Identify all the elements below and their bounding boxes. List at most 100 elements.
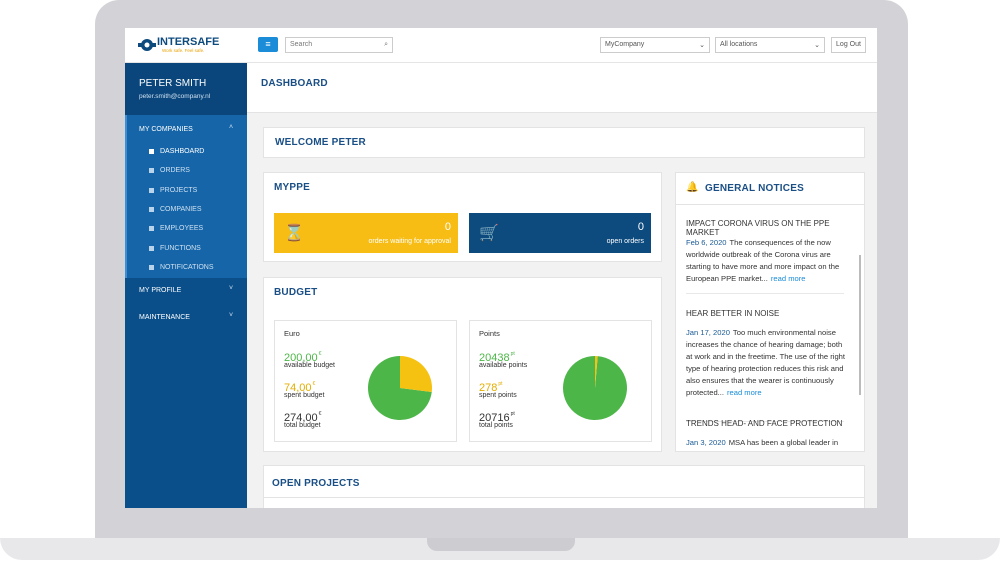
notice-date: Jan 3, 2020 — [686, 438, 726, 447]
menu-icon — [149, 245, 154, 251]
cart-icon: 🛒 — [479, 225, 499, 242]
notice-text: The consequences of the now worldwide ou… — [686, 238, 840, 283]
user-email: peter.smith@company.nl — [139, 93, 211, 100]
menu-section[interactable]: MY PROFILE ˅ — [125, 284, 247, 298]
budget-value: 20438pt — [479, 348, 515, 366]
pie-slice — [368, 356, 432, 420]
menu-item[interactable]: PROJECTS — [149, 186, 239, 198]
projects-title: OPEN PROJECTS — [272, 478, 360, 489]
welcome-card — [263, 127, 865, 158]
menu-item[interactable]: EMPLOYEES — [149, 224, 239, 236]
value-number: 200,00 — [284, 352, 318, 364]
hourglass-icon: ⌛ — [284, 225, 304, 242]
menu-item-label: DASHBOARD — [160, 148, 205, 155]
menu-section[interactable]: MY COMPANIES ˄ — [125, 123, 247, 137]
tagline: Work safe. Feel safe. — [162, 48, 205, 53]
menu-icon — [149, 187, 154, 193]
menu-icon — [149, 264, 154, 270]
notices-card: 🔔 GENERAL NOTICES IMPACT CORONA VIRUS ON… — [675, 172, 865, 452]
chevron: ˄ — [229, 124, 234, 131]
stat-tile[interactable]: ⌛ 0 orders waiting for approval — [274, 213, 458, 253]
notice-title[interactable]: IMPACT CORONA VIRUS ON THE PPE MARKET — [686, 219, 830, 237]
notice-text: Too much environmental noise increases t… — [686, 328, 845, 397]
budget-label: available points — [479, 362, 528, 369]
divider — [686, 421, 844, 422]
menu-section[interactable]: MAINTENANCE ˅ — [125, 311, 247, 325]
section-expanded — [125, 115, 247, 278]
panel-title: Points — [479, 329, 500, 338]
notice-title[interactable]: HEAR BETTER IN NOISE — [686, 309, 780, 318]
top-bar: INTERSAFE Work safe. Feel safe. ≡ Search… — [125, 28, 877, 63]
menu-item[interactable]: ORDERS — [149, 166, 239, 178]
tile-label: orders waiting for approval — [368, 238, 452, 245]
read-more-link[interactable]: read more — [727, 388, 762, 397]
logout-button[interactable]: Log Out — [831, 37, 866, 53]
stat-tile[interactable]: 🛒 0 open orders — [469, 213, 651, 253]
menu-section-label: MAINTENANCE — [139, 314, 190, 322]
search-input[interactable]: Search ⌕ — [285, 37, 393, 53]
value-unit: pt — [498, 380, 503, 387]
company-select-text: MyCompany — [605, 41, 645, 48]
budget-value: 200,00€ — [284, 348, 321, 366]
budget-title: BUDGET — [274, 287, 318, 298]
notice-date: Feb 6, 2020 — [686, 238, 727, 247]
divider — [263, 497, 865, 498]
user-area — [125, 63, 247, 115]
value-unit: € — [312, 380, 316, 387]
menu-item-label: ORDERS — [160, 167, 190, 175]
divider — [686, 293, 844, 294]
menu-item[interactable]: FUNCTIONS — [149, 244, 239, 256]
value-number: 20438 — [479, 352, 510, 364]
notice-body: Jan 3, 2020 MSA has been a global leader … — [686, 437, 846, 449]
notice-text: MSA has been a global leader in — [728, 438, 839, 447]
budget-value: 20716pt — [479, 408, 515, 426]
company-select[interactable]: MyCompany ⌄ — [600, 37, 710, 53]
panel-title: Euro — [284, 329, 300, 338]
menu-icon — [149, 168, 154, 174]
notices-title: GENERAL NOTICES — [705, 183, 804, 194]
bell-icon: 🔔 — [686, 182, 699, 193]
budget-label: spent points — [479, 392, 517, 399]
chevron: ˅ — [229, 312, 234, 320]
divider — [676, 204, 864, 205]
pie-slice — [400, 356, 432, 393]
screen: INTERSAFE Work safe. Feel safe. ≡ Search… — [125, 28, 877, 508]
pie-chart — [368, 356, 432, 420]
notice-date: Jan 17, 2020 — [686, 328, 730, 337]
menu-icon — [149, 149, 154, 154]
budget-value: 278pt — [479, 378, 503, 396]
budget-label: spent budget — [284, 392, 325, 399]
myppe-title: MYPPE — [274, 182, 311, 193]
notice-body: Feb 6, 2020 The consequences of the now w… — [686, 237, 846, 285]
location-select[interactable]: All locations ⌄ — [715, 37, 825, 53]
value-number: 74,00 — [284, 382, 312, 394]
value-unit: pt — [510, 350, 515, 357]
menu-button[interactable]: ≡ — [258, 37, 278, 52]
notice-title[interactable]: TRENDS HEAD- AND FACE PROTECTION — [686, 419, 843, 428]
tile-value: 0 — [444, 221, 451, 233]
menu-item[interactable]: DASHBOARD — [149, 147, 239, 159]
value-number: 274,00 — [284, 412, 318, 424]
menu-item[interactable]: COMPANIES — [149, 205, 239, 217]
menu-item[interactable]: NOTIFICATIONS — [149, 263, 239, 275]
budget-panel: Points 20438pt available points 278pt spent … — [469, 320, 652, 442]
value-number: 20716 — [479, 412, 510, 424]
budget-panel: Euro 200,00€ available budget 74,00€ spent b… — [274, 320, 457, 442]
scrollbar — [859, 255, 861, 395]
budget-label: available budget — [284, 362, 335, 369]
location-select-text: All locations — [720, 41, 758, 48]
pie-chart — [563, 356, 627, 420]
menu-item-label: FUNCTIONS — [160, 244, 201, 252]
value-unit: pt — [510, 410, 515, 417]
pie-slice — [595, 356, 598, 388]
value-number: 278 — [479, 382, 498, 394]
notice-body: Jan 17, 2020 Too much environmental noise… — [686, 327, 846, 399]
menu-icon — [149, 226, 154, 232]
value-unit: € — [318, 410, 322, 417]
budget-label: total points — [479, 422, 513, 429]
menu-icon — [149, 206, 154, 212]
read-more-link[interactable]: read more — [770, 274, 806, 283]
projects-card — [263, 465, 865, 508]
laptop-notch — [427, 538, 575, 551]
